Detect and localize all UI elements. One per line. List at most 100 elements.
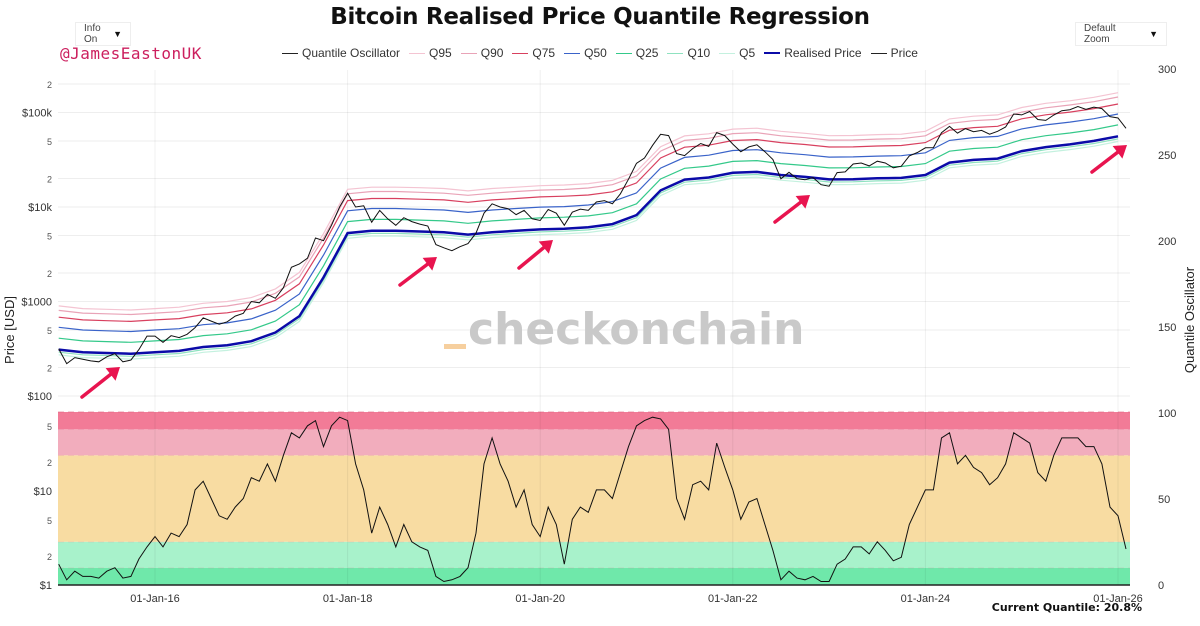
legend-item[interactable]: Quantile Oscillator xyxy=(282,46,400,60)
arrow-head-icon xyxy=(795,195,810,209)
lower-y-tick-label: 2 xyxy=(47,552,52,562)
y-tick-label: $10k xyxy=(28,202,52,214)
chart-title: Bitcoin Realised Price Quantile Regressi… xyxy=(330,4,870,30)
author-handle: @JamesEastonUK xyxy=(60,44,202,63)
legend-swatch xyxy=(667,52,684,54)
y-tick-label: 5 xyxy=(47,137,52,147)
y-tick-label: $1000 xyxy=(21,297,52,309)
y-tick-label: 5 xyxy=(47,231,52,241)
legend-label: Quantile Oscillator xyxy=(302,46,401,60)
legend: Quantile Oscillator Q95 Q90 Q75 Q50 Q25 Q10 Q5 R… xyxy=(282,46,918,60)
band-line-q25 xyxy=(58,124,1119,343)
arrow-head-icon xyxy=(422,257,437,271)
right-axis-tick-label: 150 xyxy=(1158,322,1176,334)
legend-swatch xyxy=(764,52,781,54)
band-line-q5 xyxy=(58,140,1119,360)
y-tick-label: 5 xyxy=(47,326,52,336)
right-axis-tick-label: 50 xyxy=(1158,494,1170,506)
legend-label: Q5 xyxy=(739,46,756,60)
oscillator-zone xyxy=(58,455,1130,542)
x-tick-label: 01-Jan-24 xyxy=(901,593,951,605)
annotation-arrow xyxy=(773,200,803,224)
right-axis-tick-label: 100 xyxy=(1158,408,1176,420)
arrow-head-icon xyxy=(538,240,553,254)
legend-label: Price xyxy=(890,46,918,60)
zoom-dropdown[interactable]: Default Zoom ▼ xyxy=(1075,22,1167,46)
y-axis-title: Price [USD] xyxy=(2,296,17,364)
legend-swatch xyxy=(282,52,298,54)
y-tick-label: 2 xyxy=(47,364,52,374)
legend-label: Realised Price xyxy=(784,46,862,60)
legend-swatch xyxy=(615,52,632,54)
legend-swatch xyxy=(564,52,581,54)
legend-label: Q95 xyxy=(429,46,452,60)
legend-swatch xyxy=(719,52,736,54)
right-axis-tick-label: 200 xyxy=(1158,236,1176,248)
right-axis-title: Quantile Oscillator xyxy=(1182,266,1197,373)
legend-item[interactable]: Realised Price xyxy=(764,46,862,60)
legend-item[interactable]: Q75 xyxy=(512,46,555,60)
legend-item[interactable]: Q5 xyxy=(719,46,755,60)
legend-label: Q90 xyxy=(480,46,504,60)
x-tick-label: 01-Jan-26 xyxy=(1093,593,1143,605)
oscillator-line xyxy=(58,416,1127,583)
lower-y-tick-label: $1 xyxy=(40,580,52,592)
current-quantile-label: Current Quantile: 20.8% xyxy=(991,601,1142,614)
oscillator-zone xyxy=(58,412,1130,430)
chevron-down-icon: ▼ xyxy=(1149,29,1158,39)
y-tick-label: $100 xyxy=(28,391,52,403)
watermark-text: checkonchain xyxy=(468,304,804,355)
legend-item[interactable]: Q50 xyxy=(564,46,607,60)
right-axis-tick-label: 300 xyxy=(1158,64,1176,76)
legend-item[interactable]: Q95 xyxy=(409,46,452,60)
zoom-dropdown-label: Default Zoom xyxy=(1084,23,1116,45)
y-tick-label: 2 xyxy=(47,80,52,90)
legend-item[interactable]: Q25 xyxy=(615,46,659,60)
annotation-arrow xyxy=(398,262,430,287)
info-dropdown-label: Info On xyxy=(84,23,101,45)
x-tick-label: 01-Jan-18 xyxy=(323,593,373,605)
y-tick-label: $100k xyxy=(22,108,52,120)
legend-item[interactable]: Q10 xyxy=(667,46,710,60)
lower-y-tick-label: 5 xyxy=(47,516,52,526)
y-tick-label: 2 xyxy=(47,175,52,185)
oscillator-zone xyxy=(58,541,1130,568)
lower-y-tick-label: 5 xyxy=(47,422,52,432)
band-line-realised-price xyxy=(58,135,1119,355)
oscillator-zone xyxy=(58,429,1130,456)
y-tick-label: 2 xyxy=(47,269,52,279)
lower-y-tick-label: $10 xyxy=(34,486,52,498)
band-line-q90 xyxy=(58,96,1119,316)
band-line-q50 xyxy=(58,113,1119,333)
x-tick-label: 01-Jan-20 xyxy=(515,593,565,605)
info-dropdown[interactable]: Info On ▼ xyxy=(75,22,131,46)
annotation-arrow xyxy=(80,372,113,399)
legend-item[interactable]: Price xyxy=(870,46,918,60)
legend-label: Q10 xyxy=(687,46,711,60)
legend-label: Q75 xyxy=(532,46,556,60)
band-line-q95 xyxy=(58,92,1119,311)
watermark-underscore xyxy=(444,344,466,349)
annotation-arrow xyxy=(517,245,546,270)
chevron-down-icon: ▼ xyxy=(113,29,122,39)
price-line xyxy=(58,105,1127,365)
arrow-head-icon xyxy=(105,367,120,381)
legend-swatch xyxy=(512,52,529,54)
band-line-q75 xyxy=(58,103,1119,323)
legend-label: Q25 xyxy=(635,46,659,60)
lower-y-tick-label: 2 xyxy=(47,458,52,468)
oscillator-zone xyxy=(58,567,1130,585)
legend-swatch xyxy=(870,52,887,54)
band-line-q10 xyxy=(58,138,1119,357)
legend-label: Q50 xyxy=(584,46,607,60)
arrow-head-icon xyxy=(1112,145,1127,159)
x-tick-label: 01-Jan-22 xyxy=(708,593,758,605)
right-axis-tick-label: 0 xyxy=(1158,580,1164,592)
legend-swatch xyxy=(460,52,477,54)
right-axis-tick-label: 250 xyxy=(1158,150,1176,162)
x-tick-label: 01-Jan-16 xyxy=(130,593,180,605)
legend-item[interactable]: Q90 xyxy=(460,46,504,60)
annotation-arrow xyxy=(1090,150,1120,174)
legend-swatch xyxy=(409,52,426,54)
